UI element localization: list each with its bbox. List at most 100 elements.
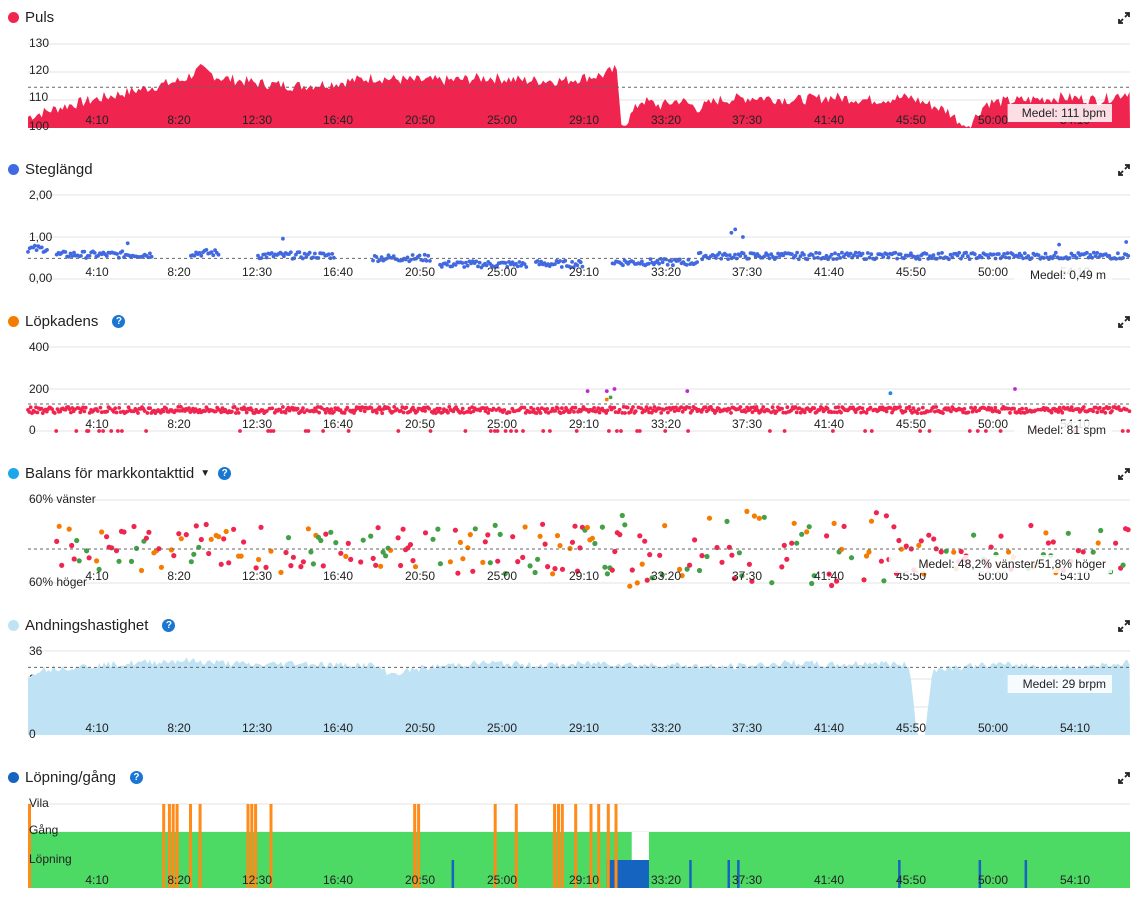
balance-point <box>480 559 486 565</box>
mean-label: Medel: 29 brpm <box>1023 677 1106 691</box>
expand-icon[interactable] <box>1118 620 1130 632</box>
balance-point <box>121 529 127 535</box>
cadence-point <box>869 429 874 433</box>
stride-point <box>924 252 929 256</box>
cadence-point <box>652 405 657 409</box>
x-tick-label: 20:50 <box>405 721 435 735</box>
expand-icon[interactable] <box>1118 164 1130 176</box>
x-tick-label: 33:20 <box>651 873 681 887</box>
x-tick-label: 12:30 <box>242 721 272 735</box>
balance-point <box>412 564 419 570</box>
x-tick-label: 41:40 <box>814 417 844 431</box>
stride-point <box>1126 254 1131 258</box>
cadence-point <box>780 406 784 411</box>
stride-point <box>1085 250 1089 255</box>
stride-point <box>798 254 803 259</box>
cadence-point <box>545 407 550 411</box>
stride-point <box>371 258 375 263</box>
expand-icon[interactable] <box>1118 772 1130 784</box>
stride-point <box>909 251 913 256</box>
balance-point <box>572 523 578 529</box>
balance-point <box>320 563 326 569</box>
balance-point <box>724 518 730 524</box>
cadence-point <box>941 411 945 415</box>
cadence-point <box>738 405 743 409</box>
balance-point <box>784 556 790 562</box>
cadence-point <box>321 429 325 433</box>
cadence-point <box>538 411 543 415</box>
stride-point <box>409 257 413 262</box>
balance-point <box>532 569 538 576</box>
x-tick-label: 25:00 <box>487 569 517 583</box>
panel-title[interactable]: Balans för markkontakttid ▼ ? <box>8 464 232 482</box>
balance-point <box>410 558 416 564</box>
cadence-point <box>623 411 627 415</box>
cadence-point <box>401 410 406 415</box>
stride-point <box>829 252 834 257</box>
cadence-point <box>918 429 922 433</box>
balance-point <box>781 542 787 548</box>
balance-point <box>368 533 374 539</box>
stride-point <box>553 262 557 266</box>
balance-point <box>231 526 237 532</box>
stride-point <box>391 254 396 259</box>
balance-point <box>522 524 528 530</box>
cadence-point <box>663 429 668 433</box>
cadence-point <box>934 405 939 409</box>
cadence-point <box>264 409 269 413</box>
balance-point <box>226 560 232 566</box>
balance-point <box>158 564 164 570</box>
cadence-point <box>463 429 468 433</box>
balance-point <box>383 553 389 559</box>
y-tick-label: 110 <box>29 90 48 104</box>
cadence-point <box>1103 410 1108 415</box>
stride-point <box>45 248 49 252</box>
expand-icon[interactable] <box>1118 468 1130 480</box>
balance-point <box>1028 522 1034 529</box>
cadence-point <box>825 406 830 411</box>
panel-title-text: Löpkadens <box>25 312 99 330</box>
x-tick-label: 54:10 <box>1060 721 1090 735</box>
balance-point <box>719 559 725 565</box>
expand-icon[interactable] <box>1118 12 1130 24</box>
stride-point <box>439 265 444 269</box>
help-icon[interactable]: ? <box>112 314 126 328</box>
balance-point <box>746 561 753 567</box>
stride-point <box>729 230 734 235</box>
stride-point <box>966 254 970 259</box>
cadence-point <box>232 405 237 409</box>
breathing-rate-area <box>28 657 1130 735</box>
balance-point <box>848 555 855 561</box>
balance-point <box>520 554 526 560</box>
stride-point <box>1022 251 1027 256</box>
x-tick-label: 25:00 <box>487 265 517 279</box>
x-tick-label: 50:00 <box>978 721 1008 735</box>
stride-point <box>865 251 870 255</box>
balance-point <box>699 553 705 559</box>
stride-point <box>426 253 431 258</box>
balance-point <box>131 523 137 530</box>
cadence-point <box>164 406 169 411</box>
cadence-point <box>631 405 635 409</box>
help-icon[interactable]: ? <box>129 770 143 784</box>
cadence-point <box>617 407 622 412</box>
cadence-point <box>83 405 88 410</box>
cadence-point <box>639 406 643 411</box>
balance-point <box>926 532 932 538</box>
stride-point <box>964 250 968 255</box>
mean-label: Medel: 81 spm <box>1027 423 1106 437</box>
dropdown-caret-icon[interactable]: ▼ <box>200 467 211 479</box>
cadence-point <box>438 406 442 411</box>
expand-icon[interactable] <box>1118 316 1130 328</box>
stride-point <box>1067 256 1072 260</box>
x-tick-label: 12:30 <box>242 265 272 279</box>
balance-point <box>574 568 581 574</box>
cadence-point <box>315 405 320 409</box>
x-tick-label: 4:10 <box>85 265 109 279</box>
rest-bar <box>557 804 560 888</box>
cadence-point <box>105 409 110 414</box>
help-icon[interactable]: ? <box>218 466 232 480</box>
help-icon[interactable]: ? <box>162 618 176 632</box>
stride-point <box>1116 251 1120 256</box>
